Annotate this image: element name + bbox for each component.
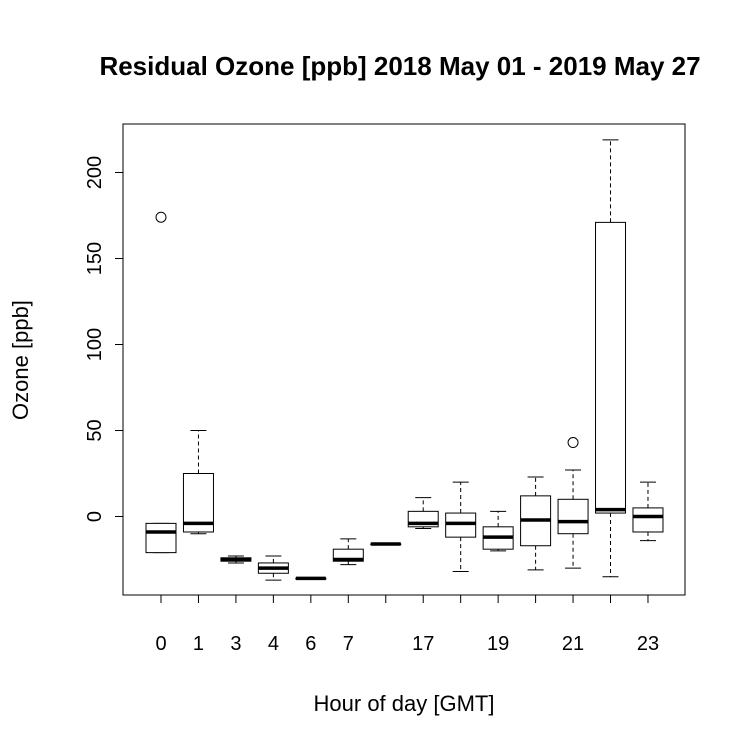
y-axis-label: Ozone [ppb] bbox=[8, 300, 33, 420]
x-tick-label: 1 bbox=[193, 633, 204, 655]
box-group-layer bbox=[145, 139, 664, 581]
y-axis: 0 50 100 150 200 bbox=[84, 156, 124, 522]
box-group bbox=[145, 211, 177, 554]
box-group bbox=[220, 555, 252, 564]
y-tick-label: 50 bbox=[84, 419, 106, 441]
y-tick-label: 100 bbox=[84, 328, 106, 361]
x-tick-label: 6 bbox=[305, 633, 316, 655]
box-group bbox=[445, 481, 477, 573]
box-iqr bbox=[557, 498, 589, 535]
x-tick-label: 17 bbox=[412, 633, 434, 655]
chart-title: Residual Ozone [ppb] 2018 May 01 - 2019 … bbox=[99, 51, 700, 81]
box-iqr bbox=[595, 221, 627, 514]
box-group bbox=[182, 430, 214, 535]
box-group bbox=[407, 497, 439, 530]
box-group bbox=[257, 555, 289, 581]
x-axis-label: Hour of day [GMT] bbox=[314, 691, 495, 716]
box-group bbox=[295, 576, 327, 581]
box-group bbox=[557, 437, 589, 569]
outlier-point bbox=[155, 211, 167, 223]
x-tick-label: 0 bbox=[155, 633, 166, 655]
box-group bbox=[332, 538, 364, 566]
x-tick-label: 23 bbox=[637, 633, 659, 655]
box-group bbox=[595, 139, 627, 578]
box-iqr bbox=[632, 507, 664, 533]
x-tick-label: 3 bbox=[230, 633, 241, 655]
x-tick-label: 19 bbox=[487, 633, 509, 655]
box-group bbox=[632, 481, 664, 542]
y-tick-label: 200 bbox=[84, 156, 106, 189]
x-tick-label: 4 bbox=[268, 633, 279, 655]
box-iqr bbox=[145, 522, 177, 554]
box-group bbox=[482, 510, 514, 552]
x-axis: 0 1 3 4 6 7 17 19 21 23 bbox=[155, 594, 659, 655]
box-group bbox=[520, 476, 552, 571]
x-tick-label: 7 bbox=[343, 633, 354, 655]
x-tick-label: 21 bbox=[562, 633, 584, 655]
box-group bbox=[370, 542, 402, 546]
outlier-point bbox=[567, 437, 579, 449]
y-tick-label: 150 bbox=[84, 242, 106, 275]
y-tick-label: 0 bbox=[84, 511, 106, 522]
